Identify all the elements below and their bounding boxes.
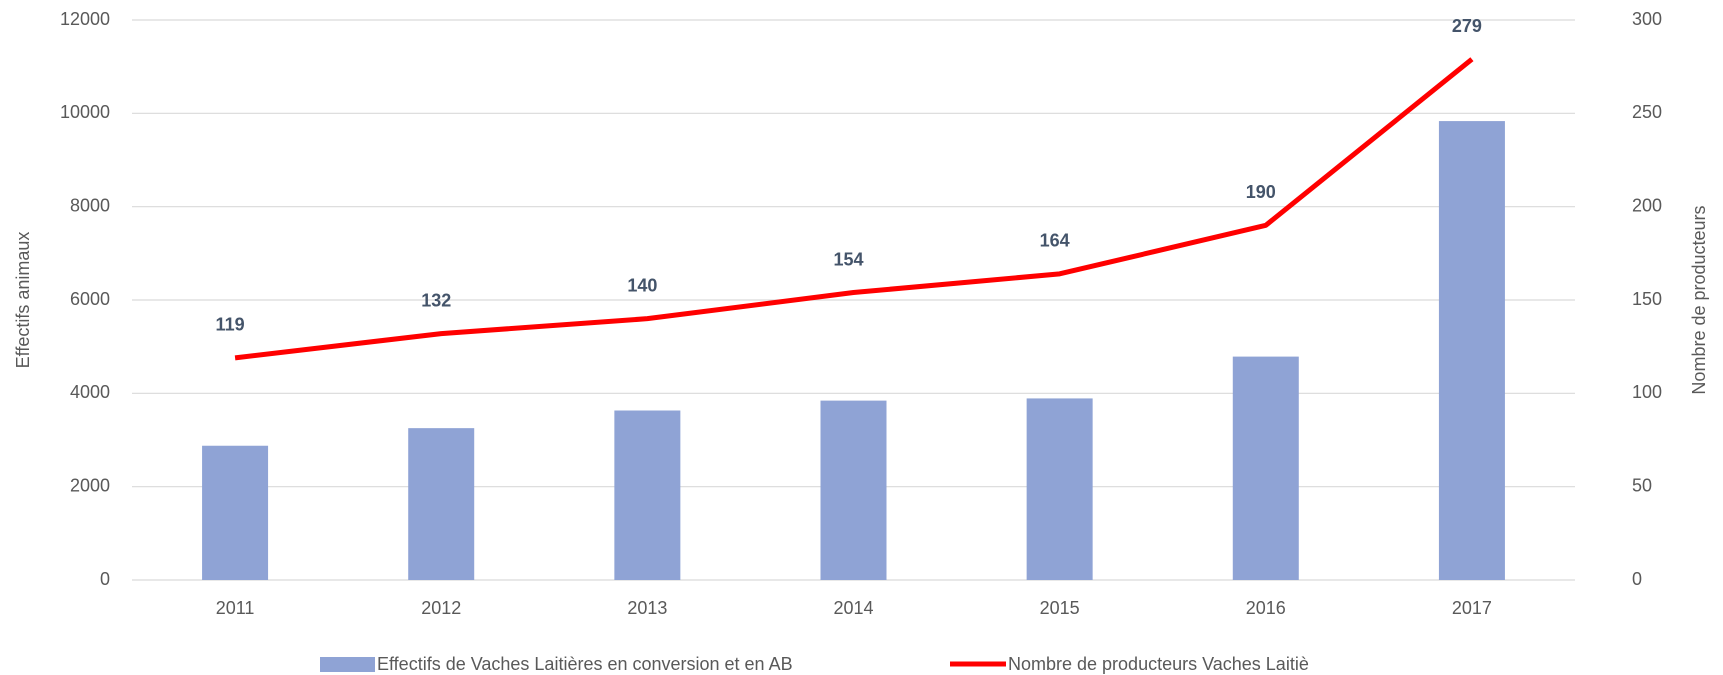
data-label: 190: [1246, 182, 1276, 202]
y-tick-label: 6000: [70, 289, 110, 309]
x-tick-label: 2017: [1452, 598, 1492, 618]
y-tick-label: 4000: [70, 382, 110, 402]
y-tick-label: 10000: [60, 102, 110, 122]
x-tick-label: 2013: [627, 598, 667, 618]
y-axis-title: Effectifs animaux: [13, 232, 33, 369]
x-tick-label: 2016: [1246, 598, 1286, 618]
x-tick-label: 2011: [216, 598, 255, 618]
y-tick-label: 0: [100, 569, 110, 589]
data-label: 132: [421, 290, 451, 310]
x-tick-label: 2014: [833, 598, 873, 618]
y-tick-label: 8000: [70, 195, 110, 215]
data-label: 279: [1452, 16, 1482, 36]
y2-tick-label: 200: [1632, 195, 1662, 215]
y-tick-label: 2000: [70, 475, 110, 495]
bar: [1026, 398, 1093, 580]
y-tick-label: 12000: [60, 9, 110, 29]
y2-tick-label: 250: [1632, 102, 1662, 122]
y2-tick-label: 150: [1632, 289, 1662, 309]
x-tick-label: 2015: [1040, 598, 1080, 618]
data-label: 140: [627, 275, 657, 295]
bar: [408, 428, 475, 580]
y2-tick-label: 300: [1632, 9, 1662, 29]
y2-tick-label: 100: [1632, 382, 1662, 402]
data-label: 154: [833, 249, 863, 269]
data-label: 119: [216, 315, 245, 335]
y2-tick-label: 50: [1632, 475, 1652, 495]
bar: [1438, 121, 1505, 580]
y2-tick-label: 0: [1632, 569, 1642, 589]
bar: [202, 445, 269, 580]
y2-axis-title: Nombre de producteurs: [1689, 205, 1709, 394]
bar: [614, 410, 681, 580]
legend-label: Effectifs de Vaches Laitières en convers…: [377, 654, 793, 674]
line: [234, 57, 1474, 361]
x-tick-label: 2012: [421, 598, 461, 618]
bar: [1232, 356, 1299, 580]
data-label: 164: [1040, 231, 1070, 251]
legend-swatch: [320, 657, 375, 672]
bar: [820, 400, 887, 580]
legend-label: Nombre de producteurs Vaches Laitiè: [1008, 654, 1309, 674]
